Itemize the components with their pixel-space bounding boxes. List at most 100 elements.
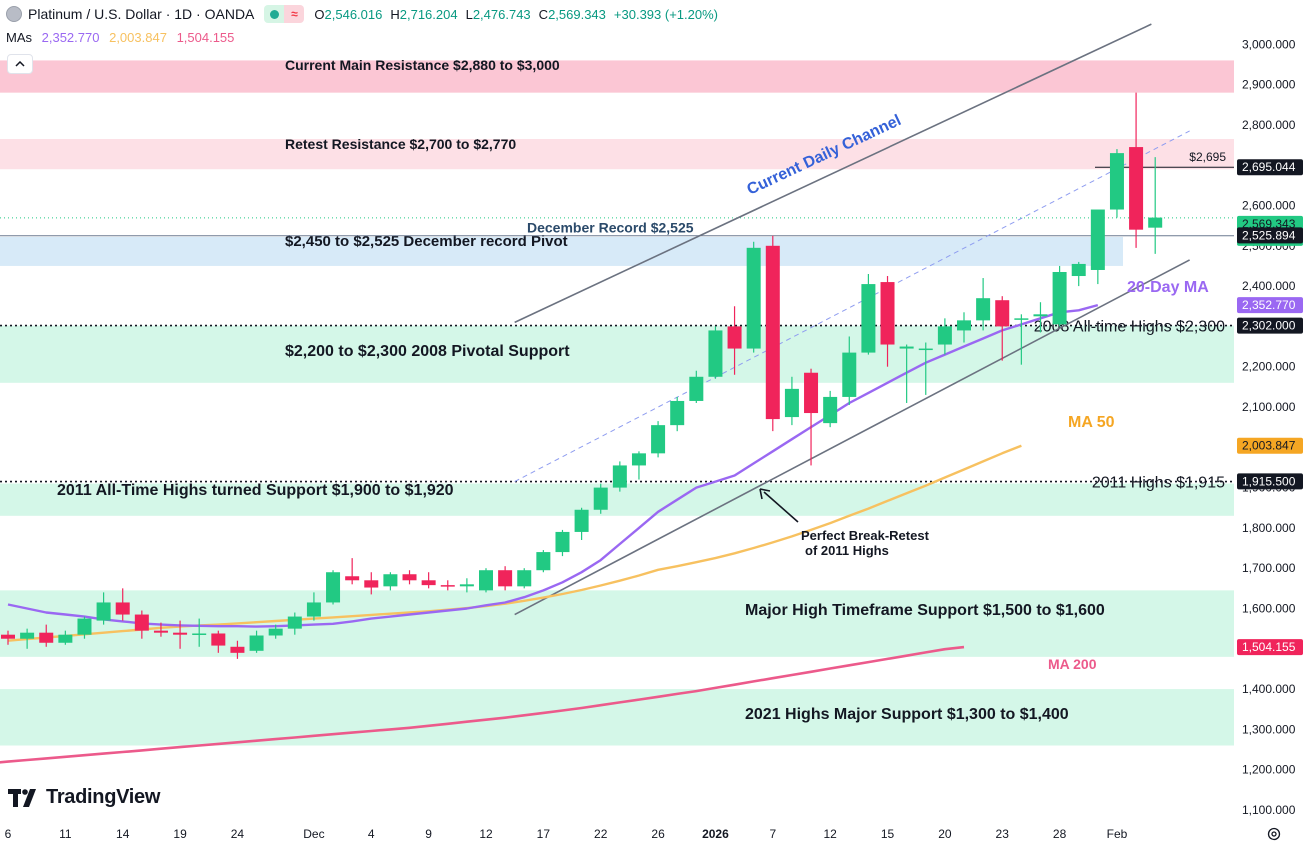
tradingview-logo-icon	[8, 788, 36, 807]
price-label-text: 2,695.044	[1242, 160, 1296, 174]
candle-body	[517, 570, 532, 587]
candle[interactable]	[440, 580, 455, 591]
candle[interactable]	[287, 612, 302, 635]
candle[interactable]	[727, 306, 742, 375]
candle[interactable]	[880, 276, 895, 367]
candle[interactable]	[1052, 265, 1067, 327]
ma-legend[interactable]: MAs 2,352.770 2,003.847 1,504.155	[6, 30, 240, 45]
candle[interactable]	[995, 296, 1010, 361]
zone-label-0: Current Main Resistance $2,880 to $3,000	[285, 57, 560, 73]
candle[interactable]	[784, 376, 799, 426]
candle[interactable]	[536, 550, 551, 573]
collapse-legend-button[interactable]	[7, 54, 33, 74]
x-tick-label: 24	[231, 827, 245, 841]
candle[interactable]	[211, 630, 226, 653]
tradingview-logo[interactable]: TradingView	[8, 786, 160, 809]
x-tick-label: 11	[59, 827, 72, 841]
candle[interactable]	[115, 588, 130, 621]
candle[interactable]	[804, 368, 819, 466]
candle[interactable]	[765, 235, 780, 432]
x-axis[interactable]: 6 11 14 19 24 Dec 4 9 12 17 22 26 2026 7 12 15 20 23 28 Feb	[5, 827, 1128, 841]
candle[interactable]	[937, 318, 952, 355]
candle[interactable]	[861, 274, 876, 355]
candle[interactable]	[383, 572, 398, 591]
candle[interactable]	[479, 568, 493, 593]
candle-body	[976, 298, 991, 321]
candles-layer[interactable]	[1, 92, 1163, 659]
candle-body	[1014, 318, 1029, 320]
channel-mid-line	[514, 130, 1190, 482]
candle[interactable]	[153, 622, 168, 637]
candle-body	[230, 646, 245, 653]
candle[interactable]	[1109, 149, 1124, 218]
candle[interactable]	[631, 451, 646, 480]
chart-settings-button[interactable]	[1264, 824, 1284, 844]
x-tick-label: Dec	[303, 827, 324, 841]
candle[interactable]	[689, 370, 704, 403]
candle[interactable]	[268, 624, 283, 639]
zone-label-6: 2021 Highs Major Support $1,300 to $1,40…	[745, 706, 1069, 723]
y-tick-label: 1,300.000	[1242, 722, 1296, 736]
zone-support-5	[0, 590, 1234, 657]
candle[interactable]	[1090, 209, 1105, 285]
candle[interactable]	[306, 592, 321, 621]
x-tick-label: 17	[537, 827, 551, 841]
candle[interactable]	[364, 572, 379, 595]
ohlc-open: O2,546.016	[314, 7, 383, 22]
candle[interactable]	[134, 610, 149, 639]
candle[interactable]	[957, 312, 971, 343]
candle[interactable]	[899, 344, 914, 403]
candle[interactable]	[574, 507, 589, 540]
candle[interactable]	[96, 592, 111, 625]
candle[interactable]	[459, 578, 474, 593]
candle-body	[39, 632, 54, 643]
candle[interactable]	[77, 616, 92, 639]
candle[interactable]	[1, 630, 15, 645]
candle[interactable]	[402, 570, 417, 585]
candle[interactable]	[58, 630, 73, 645]
candle[interactable]	[421, 572, 436, 589]
candle[interactable]	[249, 630, 264, 653]
candle-body	[784, 388, 799, 418]
candle[interactable]	[39, 624, 54, 647]
candle[interactable]	[230, 640, 245, 659]
candle[interactable]	[20, 628, 35, 649]
candle[interactable]	[746, 241, 761, 353]
ma20-line[interactable]	[7, 303, 1099, 628]
candle[interactable]	[593, 483, 608, 514]
candle[interactable]	[918, 342, 933, 395]
candle[interactable]	[555, 529, 570, 557]
candle[interactable]	[823, 390, 838, 428]
candle[interactable]	[173, 620, 188, 649]
candle[interactable]	[345, 558, 360, 585]
market-status-badge[interactable]: ≈	[264, 5, 305, 23]
candle[interactable]	[1014, 314, 1029, 365]
x-tick-label: Feb	[1107, 827, 1128, 841]
candle[interactable]	[192, 618, 207, 647]
candle-body	[670, 400, 685, 426]
symbol-title[interactable]: Platinum / U.S. Dollar · 1D · OANDA	[28, 6, 255, 22]
ma200-line[interactable]	[0, 645, 965, 765]
candle[interactable]	[326, 570, 341, 605]
ma50-line[interactable]	[7, 444, 1022, 642]
candle[interactable]	[651, 421, 666, 458]
symbol-legend[interactable]: Platinum / U.S. Dollar · 1D · OANDA ≈ O2…	[6, 5, 720, 23]
candle-body	[287, 616, 302, 629]
candle[interactable]	[670, 396, 685, 432]
candle[interactable]	[1148, 157, 1163, 254]
candle[interactable]	[517, 568, 532, 589]
candle[interactable]	[708, 326, 723, 379]
candle[interactable]	[976, 278, 991, 331]
candle[interactable]	[612, 461, 627, 492]
candle[interactable]	[1033, 302, 1048, 333]
candle[interactable]	[1071, 261, 1086, 287]
candle-body	[631, 453, 646, 466]
candle[interactable]	[1129, 92, 1144, 248]
y-tick-label: 3,000.000	[1242, 37, 1296, 51]
x-tick-label: 6	[5, 827, 12, 841]
candle[interactable]	[498, 566, 513, 591]
y-axis[interactable]: 1,100.000 1,200.000 1,300.000 1,400.000 1,50…	[1234, 0, 1310, 843]
candle[interactable]	[842, 336, 857, 405]
